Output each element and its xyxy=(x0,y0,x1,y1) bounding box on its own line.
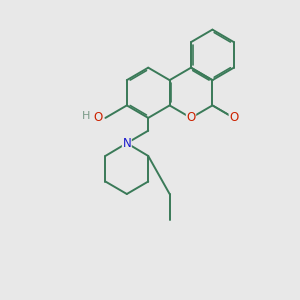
Text: O: O xyxy=(229,111,239,124)
Text: N: N xyxy=(122,137,131,150)
Text: H: H xyxy=(82,111,90,122)
Text: O: O xyxy=(93,111,103,124)
Text: O: O xyxy=(186,111,196,124)
